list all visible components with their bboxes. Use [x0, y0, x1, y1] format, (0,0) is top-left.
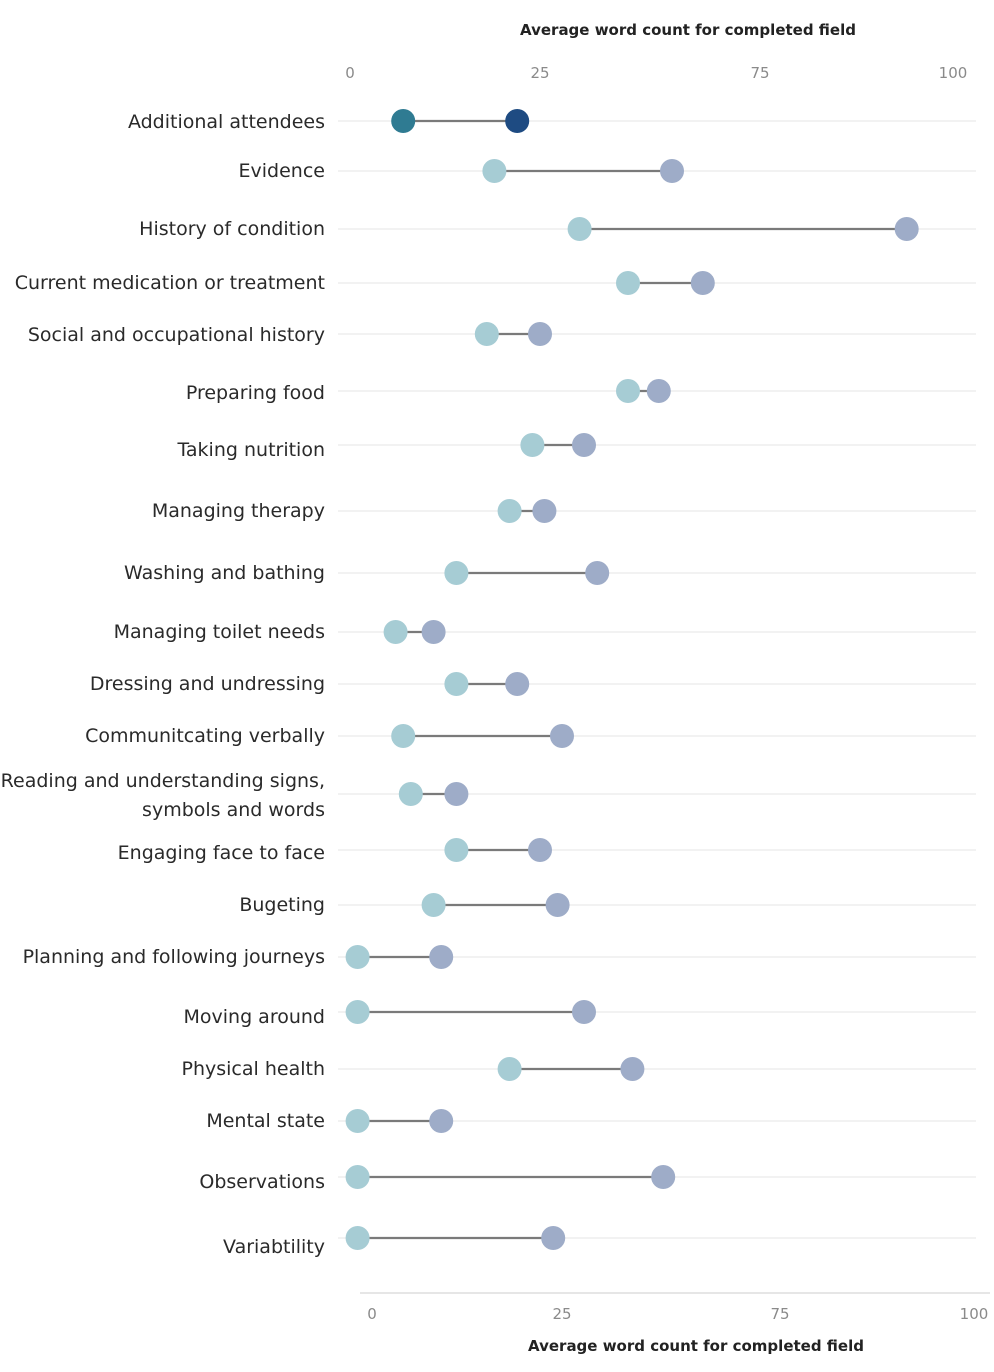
- start-point: [398, 782, 423, 806]
- start-point: [345, 1000, 370, 1024]
- end-point: [528, 322, 552, 346]
- end-point: [505, 672, 530, 696]
- bottom-axis-ticks: 0 25 75 100: [367, 1305, 988, 1323]
- end-point: [651, 1165, 676, 1189]
- end-point: [429, 945, 454, 969]
- category-label: Managing toilet needs: [114, 621, 325, 643]
- bottom-tick-label: 25: [552, 1305, 571, 1323]
- start-point: [444, 838, 469, 862]
- category-label: Observations: [199, 1171, 325, 1193]
- category-label: Reading and understanding signs, symbols …: [1, 770, 325, 821]
- category-label: Bugeting: [239, 894, 325, 916]
- start-point: [345, 1226, 370, 1250]
- end-point: [894, 217, 919, 241]
- end-point: [620, 1057, 645, 1081]
- end-point: [572, 433, 596, 457]
- start-point: [444, 672, 469, 696]
- end-point: [505, 109, 530, 133]
- category-label: Communitcating verbally: [85, 725, 325, 747]
- end-point: [545, 893, 570, 917]
- start-point: [383, 620, 408, 644]
- start-point: [497, 499, 522, 523]
- category-label: Managing therapy: [152, 500, 325, 522]
- bottom-tick-label: 0: [367, 1305, 377, 1323]
- end-point: [541, 1226, 566, 1250]
- category-labels: Additional attendees Evidence History of c…: [1, 111, 325, 1258]
- category-label: Variabtility: [223, 1236, 325, 1258]
- start-point: [345, 945, 370, 969]
- start-point: [616, 379, 640, 403]
- category-label: Moving around: [184, 1006, 326, 1028]
- top-tick-label: 25: [530, 64, 549, 82]
- end-point: [444, 782, 469, 806]
- start-point: [497, 1057, 522, 1081]
- category-label: Social and occupational history: [28, 324, 325, 346]
- bottom-tick-label: 75: [770, 1305, 789, 1323]
- top-tick-label: 0: [345, 64, 355, 82]
- category-label: History of condition: [139, 218, 325, 240]
- data-points: [345, 109, 919, 1250]
- start-point: [482, 159, 507, 183]
- category-label: Current medication or treatment: [15, 272, 325, 294]
- end-point: [646, 379, 671, 403]
- category-label: Engaging face to face: [118, 842, 325, 864]
- top-axis-title: Average word count for completed field: [520, 21, 856, 39]
- bottom-axis-title: Average word count for completed field: [528, 1337, 864, 1355]
- start-point: [616, 271, 640, 295]
- start-point: [345, 1165, 370, 1189]
- start-point: [474, 322, 499, 346]
- start-point: [421, 893, 446, 917]
- category-label: Additional attendees: [128, 111, 325, 133]
- category-label: Planning and following journeys: [23, 946, 325, 968]
- connectors: [357, 119, 907, 1240]
- bottom-tick-label: 100: [960, 1305, 989, 1323]
- category-label: Evidence: [239, 160, 325, 182]
- top-tick-label: 75: [750, 64, 769, 82]
- start-point: [567, 217, 592, 241]
- end-point: [660, 159, 684, 183]
- end-point: [532, 499, 557, 523]
- end-point: [585, 561, 610, 585]
- top-tick-label: 100: [939, 64, 968, 82]
- start-point: [391, 724, 416, 748]
- category-label: Physical health: [182, 1058, 325, 1080]
- end-point: [550, 724, 574, 748]
- end-point: [421, 620, 446, 644]
- start-point: [345, 1109, 370, 1133]
- end-point: [690, 271, 715, 295]
- start-point: [520, 433, 545, 457]
- category-label: Taking nutrition: [176, 439, 325, 461]
- start-point: [391, 109, 416, 133]
- end-point: [572, 1000, 596, 1024]
- category-label: Dressing and undressing: [90, 673, 325, 695]
- end-point: [429, 1109, 454, 1133]
- start-point: [444, 561, 469, 585]
- end-point: [528, 838, 552, 862]
- category-label: Preparing food: [186, 382, 325, 404]
- category-label: Washing and bathing: [124, 562, 325, 584]
- top-axis-ticks: 0 25 75 100: [345, 64, 967, 82]
- category-label: Mental state: [206, 1110, 325, 1132]
